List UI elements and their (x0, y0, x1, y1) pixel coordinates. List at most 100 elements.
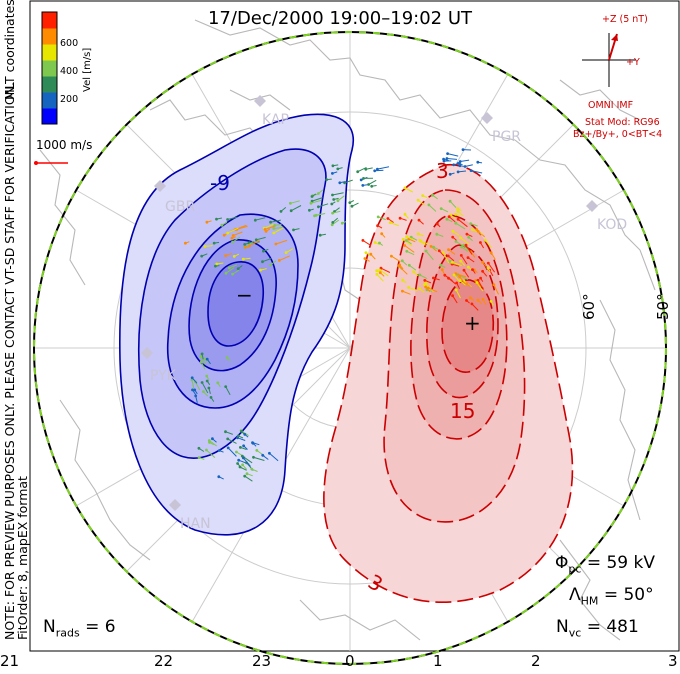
velocity-vector-origin (469, 169, 473, 173)
velocity-vector-origin (200, 381, 204, 384)
velocity-vector (408, 287, 418, 291)
velocity-vector (290, 205, 302, 212)
phi-pc-subscript: pc (568, 562, 582, 576)
velocity-vector-origin (269, 263, 272, 267)
velocity-vector-origin (470, 302, 474, 306)
velocity-vector-origin (243, 243, 247, 246)
velocity-vector (194, 381, 201, 391)
velocity-vector-origin (205, 374, 209, 378)
station-markers (141, 95, 598, 511)
velocity-vector (270, 219, 281, 223)
n-rads-symbol: N (43, 617, 56, 637)
velocity-vector-origin (225, 356, 229, 360)
velocity-vector-origin (469, 222, 473, 226)
velocity-vector (452, 295, 458, 304)
lambda-hm-readout: ΛHM = 50° (569, 585, 654, 607)
imf-clock-diagram (582, 33, 636, 87)
velocity-vector (476, 282, 484, 292)
velocity-vector (398, 265, 408, 275)
velocity-vector-origin (238, 465, 242, 469)
velocity-vector (227, 438, 237, 444)
velocity-vector-origin (242, 444, 246, 448)
colorbar-title: Vel [m/s] (82, 47, 93, 92)
velocity-vector-origin (331, 193, 334, 197)
velocity-vector-origin (278, 259, 281, 262)
lambda-hm-symbol: Λ (569, 585, 581, 605)
velocity-vector (460, 237, 470, 245)
velocity-vector-origin (454, 288, 458, 292)
velocity-vector-origin (237, 434, 240, 438)
latitude-label-50: 50° (654, 293, 672, 320)
velocity-vector-origin (224, 385, 228, 388)
velocity-vector-origin (200, 352, 204, 356)
velocity-vector-origin (359, 178, 363, 182)
velocity-vector (402, 290, 411, 295)
velocity-vector-origin (407, 286, 410, 289)
velocity-vector-origin (220, 223, 224, 227)
velocity-vector-origin (208, 441, 211, 444)
velocity-vector (243, 457, 251, 467)
velocity-vector-origin (378, 271, 382, 275)
velocity-vector-origin (243, 433, 247, 436)
velocity-vector-origin (199, 355, 203, 359)
velocity-vector-origin (424, 281, 428, 285)
velocity-vector-origin (476, 298, 480, 302)
velocity-vector (447, 153, 459, 157)
velocity-vector (374, 169, 384, 172)
velocity-vector (227, 216, 238, 220)
velocity-vector-origin (459, 236, 462, 240)
mlt-tick-3: 3 (668, 652, 678, 670)
station-han-label: HAN (180, 516, 211, 532)
velocity-vector-origin (331, 172, 334, 175)
velocity-vector (402, 238, 413, 247)
velocity-vector (449, 200, 457, 208)
velocity-vector-origin (231, 240, 235, 244)
velocity-vector-origin (467, 235, 470, 239)
velocity-vector (318, 203, 329, 208)
imf-condition: Bz+/By+, 0<BT<4 (573, 129, 663, 140)
velocity-vector (344, 179, 353, 184)
station-pgr-marker (481, 112, 493, 124)
velocity-vector (249, 239, 260, 247)
velocity-vector (191, 379, 195, 391)
velocity-vector-origin (215, 217, 218, 221)
velocity-vector-origin (364, 251, 368, 255)
velocity-vector (232, 236, 241, 243)
phi-pc-value: = 59 kV (586, 553, 655, 573)
velocity-vector (311, 197, 323, 202)
velocity-vector-origin (205, 220, 209, 224)
velocity-vectors (184, 148, 499, 482)
velocity-vector-origin (475, 281, 479, 284)
velocity-vector-origin (486, 261, 490, 265)
velocity-scale-label: 1000 m/s (36, 138, 93, 152)
velocity-vector-origin (362, 177, 365, 180)
velocity-vector-origin (445, 157, 449, 160)
velocity-vector-origin (252, 455, 255, 459)
velocity-vector-origin (403, 212, 407, 216)
velocity-vector-origin (458, 164, 462, 168)
velocity-vector-origin (455, 281, 459, 285)
velocity-vector-origin (194, 394, 198, 398)
velocity-vector-origin (255, 449, 259, 452)
mlt-tick-22: 22 (154, 652, 174, 670)
velocity-vector (368, 179, 377, 185)
velocity-vector (244, 475, 253, 482)
n-rads-value: = 6 (85, 617, 116, 637)
velocity-vector-origin (191, 388, 194, 392)
velocity-vector-origin (243, 474, 247, 478)
velocity-vector-origin (489, 251, 493, 255)
velocity-vector (453, 274, 460, 282)
velocity-vector-origin (400, 259, 404, 263)
station-pgr-label: PGR (492, 129, 521, 145)
velocity-vector-origin (398, 216, 402, 220)
velocity-vector-origin (218, 449, 221, 452)
velocity-vector (227, 447, 237, 457)
velocity-vector-origin (439, 263, 443, 267)
velocity-vector-origin (450, 261, 454, 264)
velocity-vector-origin (224, 430, 227, 434)
velocity-vector-origin (202, 390, 205, 393)
velocity-vector-origin (239, 446, 242, 449)
velocity-vector-origin (254, 238, 258, 242)
velocity-vector-origin (376, 167, 379, 171)
